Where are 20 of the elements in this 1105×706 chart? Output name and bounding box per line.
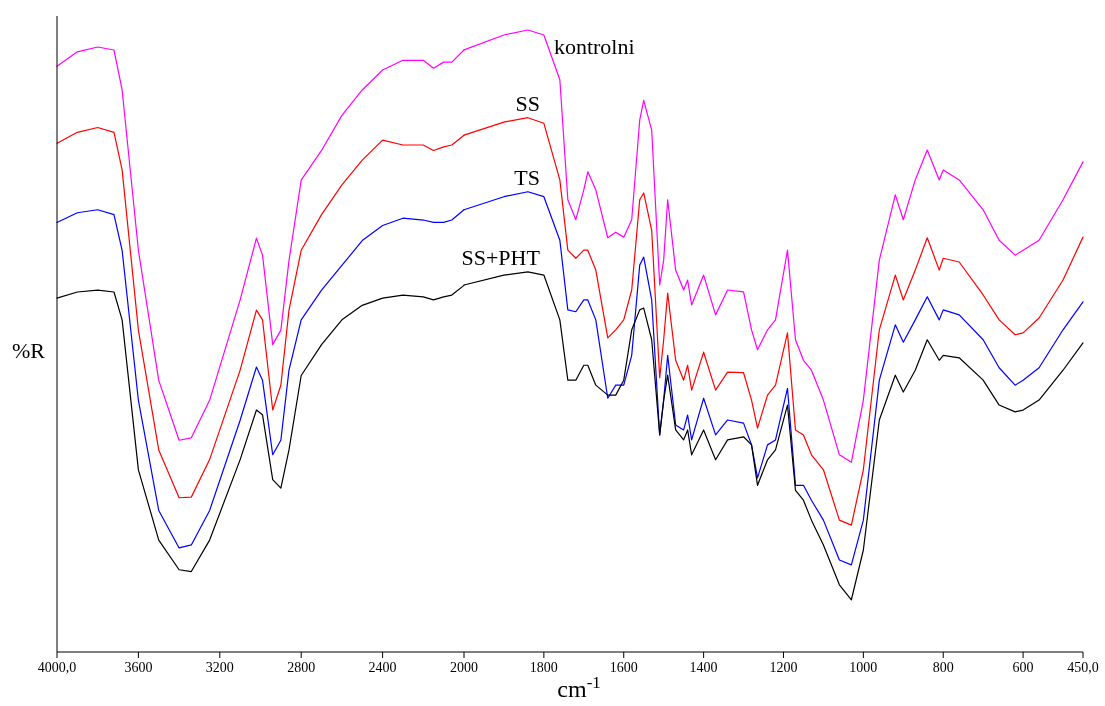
x-tick-label: 2800 xyxy=(287,660,316,675)
x-tick-label: 2000 xyxy=(450,660,478,675)
x-tick-label: 450,0 xyxy=(1067,660,1099,675)
x-tick-label: 3600 xyxy=(124,660,153,675)
x-tick-label: 4000,0 xyxy=(37,660,77,675)
series-label: SS xyxy=(515,90,540,116)
x-tick-label: 3200 xyxy=(205,660,234,675)
x-tick-label: 1600 xyxy=(609,660,638,675)
y-axis-title: %R xyxy=(12,338,46,363)
x-axis-title: cm$^{-1}$ xyxy=(557,672,601,702)
x-tick-label: 2400 xyxy=(368,660,397,675)
series-label: kontrolni xyxy=(553,34,635,59)
x-tick-label: 1800 xyxy=(529,660,558,675)
x-tick-label: 1200 xyxy=(769,660,798,675)
series-label: TS xyxy=(514,164,540,190)
series-label: SS+PHT xyxy=(461,244,541,270)
x-tick-label: 600 xyxy=(1012,660,1034,675)
x-tick-label: 800 xyxy=(932,660,954,675)
x-tick-label: 1400 xyxy=(689,660,718,675)
x-tick-label: 1000 xyxy=(849,660,878,675)
